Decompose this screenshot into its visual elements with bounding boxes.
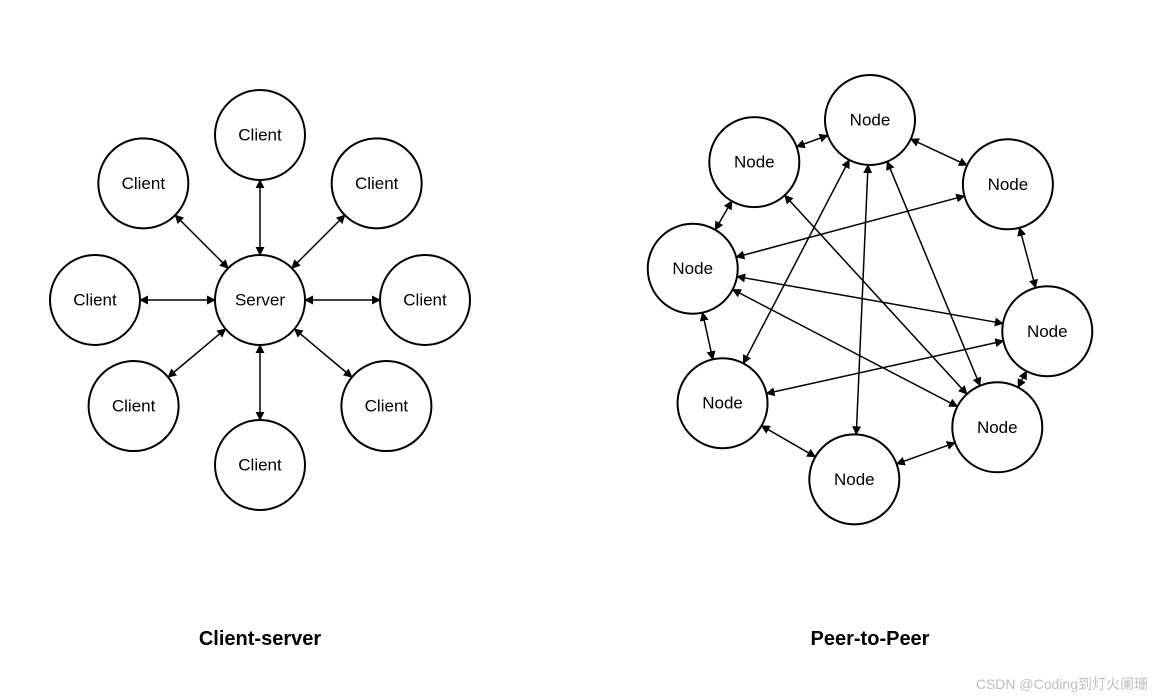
cs-edge-c1: [292, 215, 345, 268]
peer-node-n2-label: Node: [1027, 322, 1068, 341]
peer-node-n4: Node: [809, 434, 899, 524]
server-node: Server: [215, 255, 305, 345]
peer-node-n0: Node: [825, 75, 915, 165]
peer-node-n3: Node: [952, 382, 1042, 472]
peer-to-peer-caption: Peer-to-Peer: [720, 628, 1020, 651]
server-node-label: Server: [235, 291, 285, 310]
client-node-c1-label: Client: [355, 174, 399, 193]
p2p-ring-n7-n0: [797, 135, 828, 146]
cs-edge-c5: [168, 329, 225, 377]
client-node-c0: Client: [215, 90, 305, 180]
client-node-c7-label: Client: [122, 174, 166, 193]
client-node-c5-label: Client: [112, 397, 156, 416]
p2p-cross-n2-n5: [766, 341, 1003, 394]
p2p-ring-n1-n2: [1020, 228, 1036, 288]
peer-node-n7: Node: [709, 117, 799, 207]
p2p-ring-n3-n4: [897, 443, 955, 464]
diagram-canvas: Server Client Client Client Client Client Clie…: [0, 0, 1158, 700]
peer-node-n3-label: Node: [977, 418, 1018, 437]
peer-node-n7-label: Node: [734, 153, 775, 172]
peer-node-n1: Node: [963, 139, 1053, 229]
client-node-c4-label: Client: [238, 456, 282, 475]
p2p-ring-n0-n1: [911, 139, 967, 165]
watermark-text: CSDN @Coding到灯火阑珊: [976, 674, 1148, 694]
peer-node-n5-label: Node: [702, 394, 743, 413]
client-node-c5: Client: [89, 361, 179, 451]
cs-edge-c7: [175, 215, 228, 268]
cs-edge-c3: [294, 329, 351, 377]
p2p-ring-n6-n7: [715, 201, 732, 230]
peer-node-n2: Node: [1002, 286, 1092, 376]
client-node-c4: Client: [215, 420, 305, 510]
peer-node-n4-label: Node: [834, 470, 875, 489]
client-node-c2-label: Client: [403, 291, 447, 310]
client-node-c6-label: Client: [73, 291, 117, 310]
client-node-c7: Client: [98, 138, 188, 228]
client-node-c0-label: Client: [238, 126, 282, 145]
peer-node-n0-label: Node: [850, 111, 891, 130]
peer-node-n6: Node: [648, 224, 738, 314]
peer-node-n5: Node: [678, 358, 768, 448]
peer-node-n1-label: Node: [988, 175, 1029, 194]
client-node-c1: Client: [332, 138, 422, 228]
peer-node-n6-label: Node: [672, 259, 713, 278]
client-node-c3: Client: [341, 361, 431, 451]
p2p-ring-n2-n3: [1018, 371, 1026, 387]
client-server-caption: Client-server: [110, 628, 410, 651]
client-node-c3-label: Client: [365, 397, 409, 416]
p2p-ring-n4-n5: [762, 426, 816, 457]
p2p-ring-n5-n6: [702, 313, 712, 360]
client-node-c2: Client: [380, 255, 470, 345]
client-node-c6: Client: [50, 255, 140, 345]
